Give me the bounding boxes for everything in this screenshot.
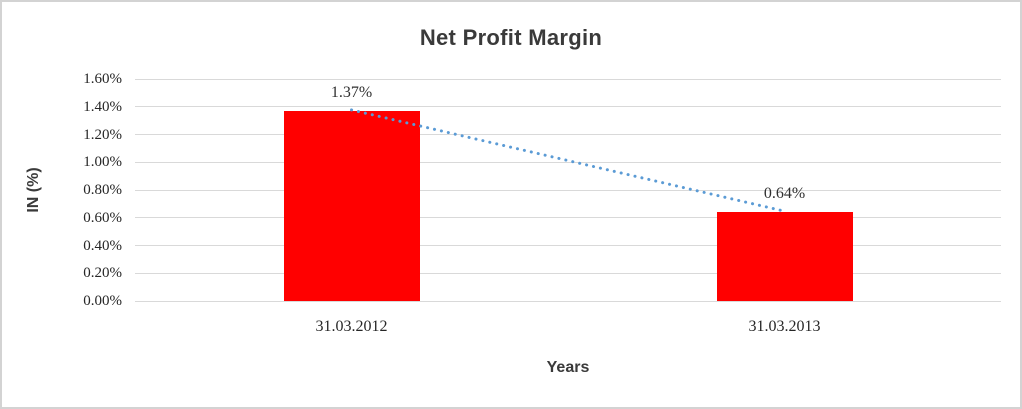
plot-area xyxy=(135,78,1001,302)
gridline xyxy=(135,161,1001,163)
gridline xyxy=(135,189,1001,191)
y-tick-label: 1.20% xyxy=(83,126,122,143)
y-tick-label: 0.80% xyxy=(83,182,122,198)
trendline xyxy=(350,108,786,213)
gridline xyxy=(135,134,1001,135)
y-tick-label: 0.00% xyxy=(83,293,122,309)
gridline xyxy=(135,245,1001,246)
y-tick-label: 0.60% xyxy=(83,209,122,226)
y-tick-label: 1.40% xyxy=(83,98,122,115)
chart-title: Net Profit Margin xyxy=(419,25,603,50)
gridline xyxy=(135,272,1001,274)
y-tick-label: 0.40% xyxy=(83,237,122,254)
data-label: 1.37% xyxy=(330,83,373,101)
gridline xyxy=(135,106,1001,108)
x-category-label: 31.03.2012 xyxy=(315,318,388,335)
gridline xyxy=(135,300,1001,302)
y-tick-label: 0.20% xyxy=(83,265,122,282)
gridline xyxy=(135,217,1001,219)
bar-31.03.2012 xyxy=(283,110,420,301)
data-label: 0.64% xyxy=(763,185,806,203)
x-axis-title: Years xyxy=(546,359,590,376)
y-tick-label: 1.00% xyxy=(83,154,122,171)
y-tick-label: 1.60% xyxy=(83,71,122,87)
gridline xyxy=(135,78,1001,80)
x-category-label: 31.03.2013 xyxy=(748,318,821,335)
bar-31.03.2013 xyxy=(716,212,853,301)
